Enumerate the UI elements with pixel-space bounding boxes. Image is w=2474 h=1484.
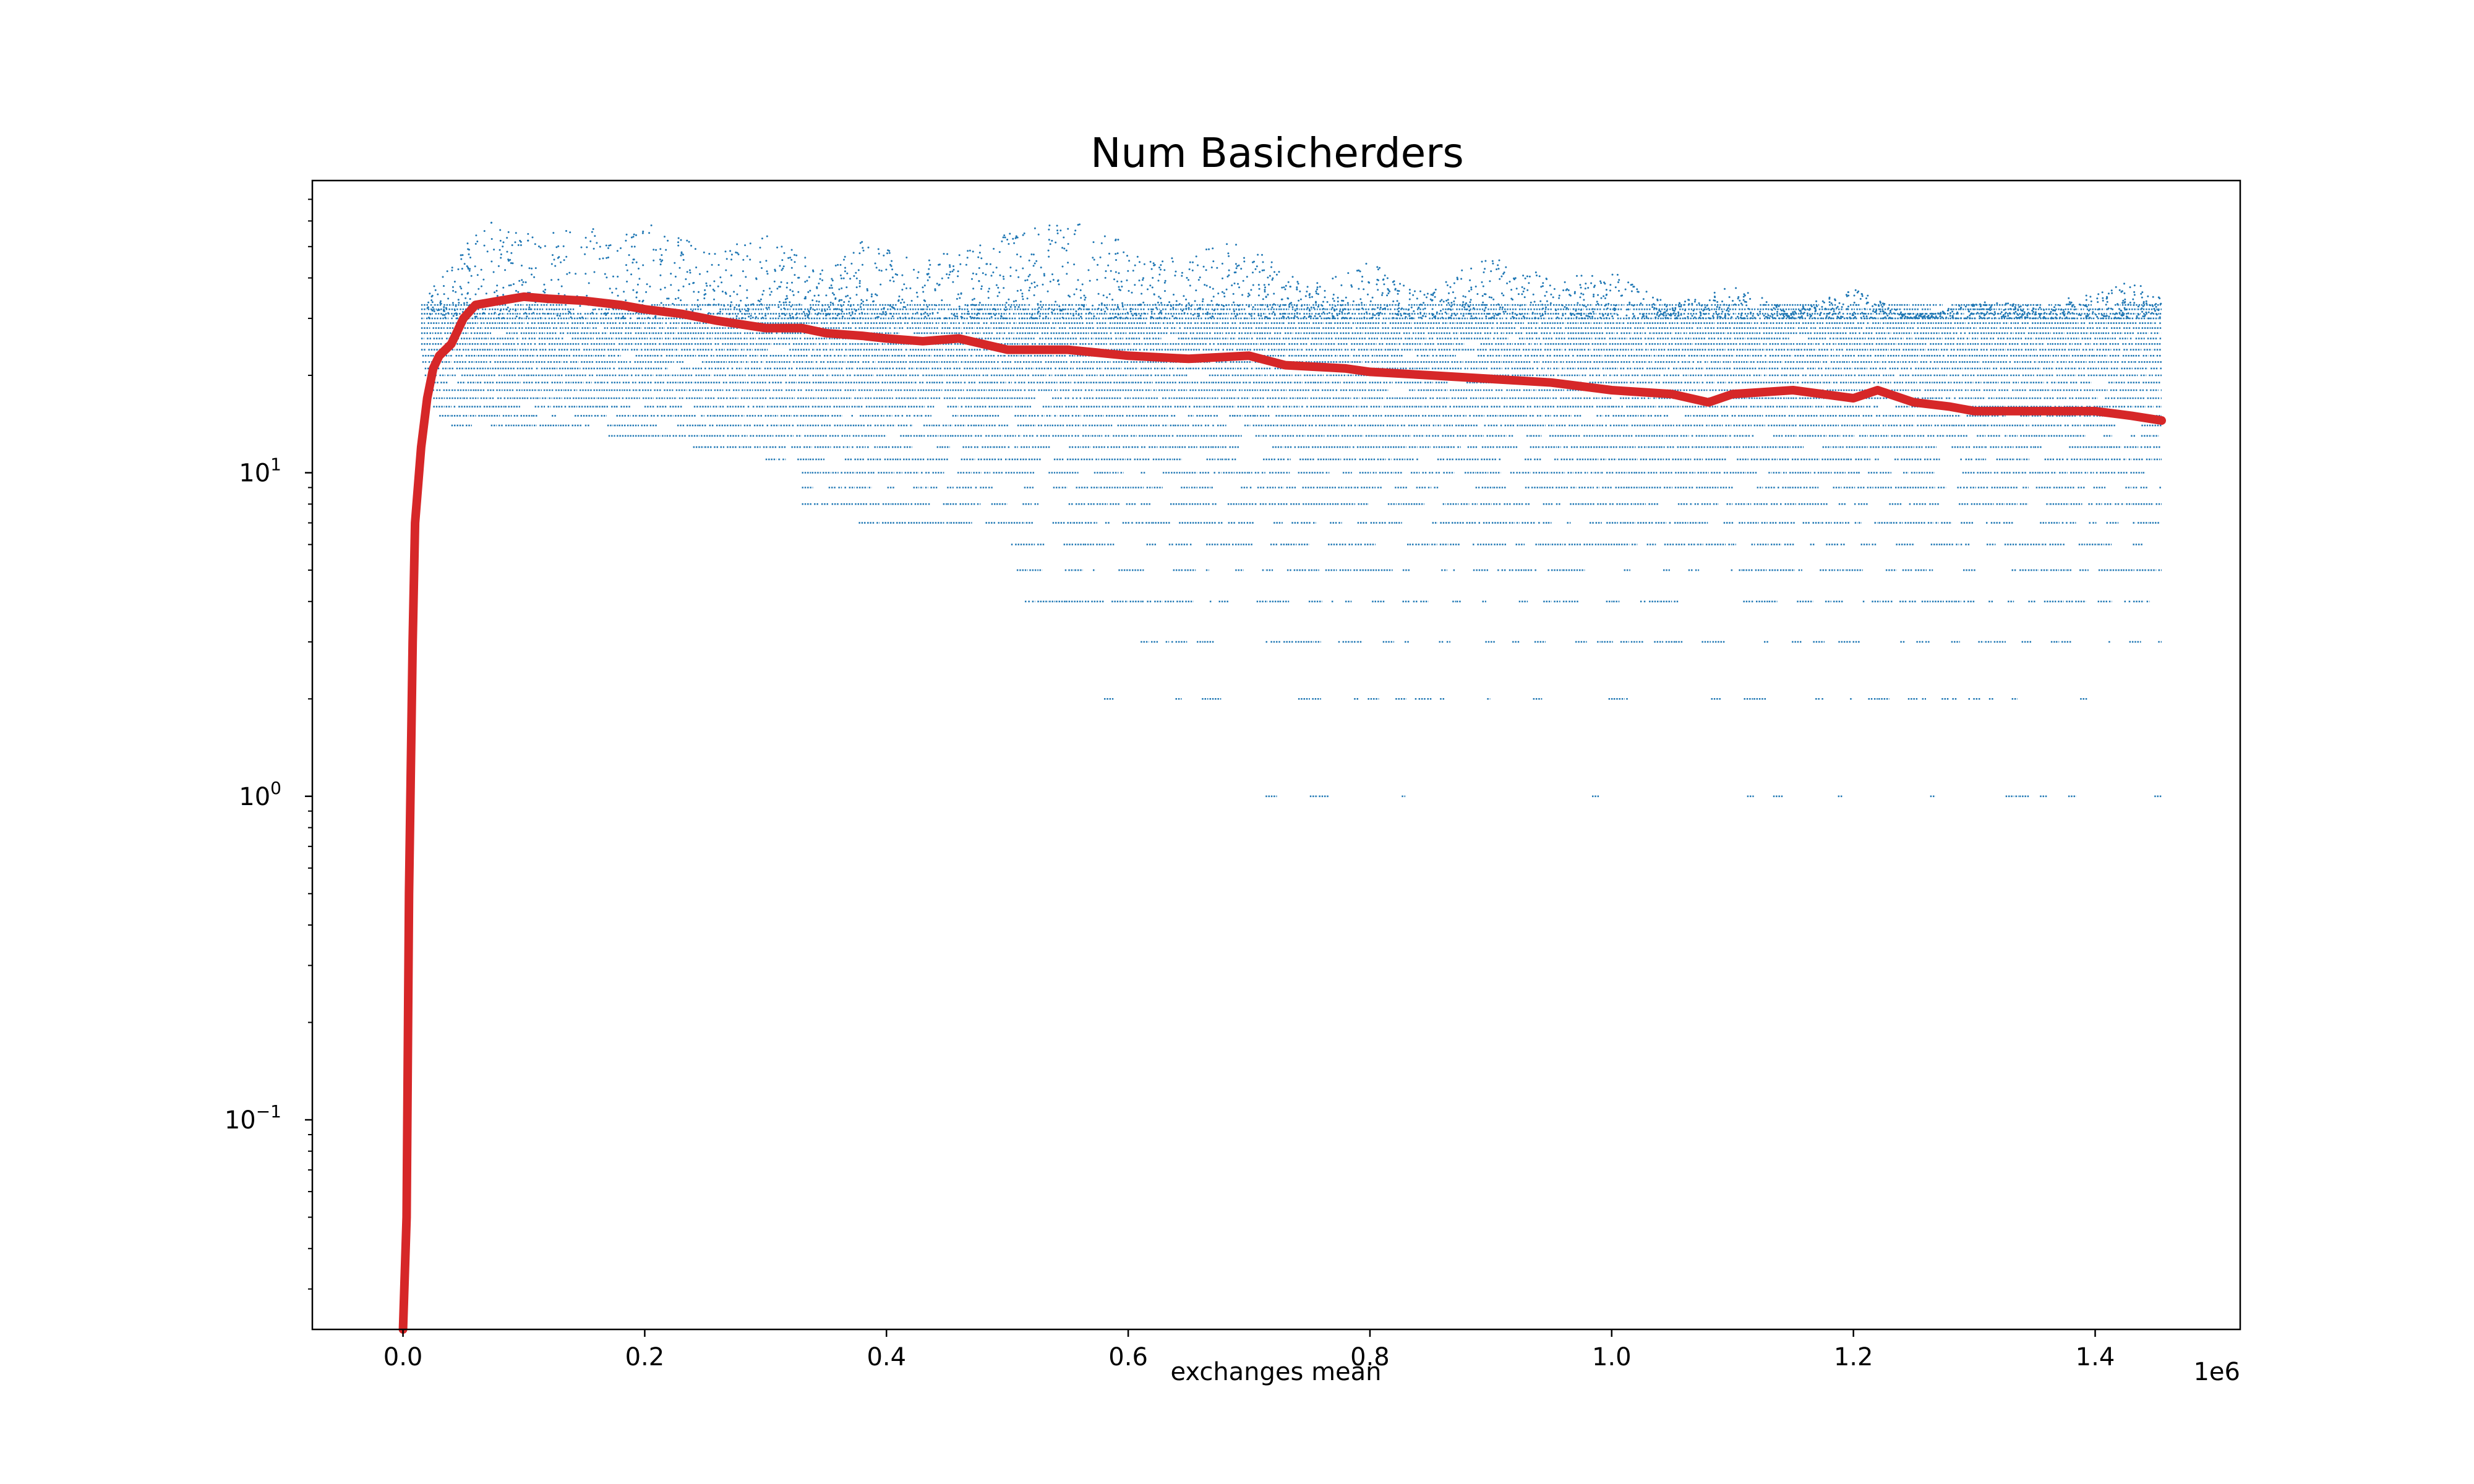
chart-title: Num Basicherders <box>1090 129 1464 177</box>
scatter-series <box>421 221 2162 798</box>
